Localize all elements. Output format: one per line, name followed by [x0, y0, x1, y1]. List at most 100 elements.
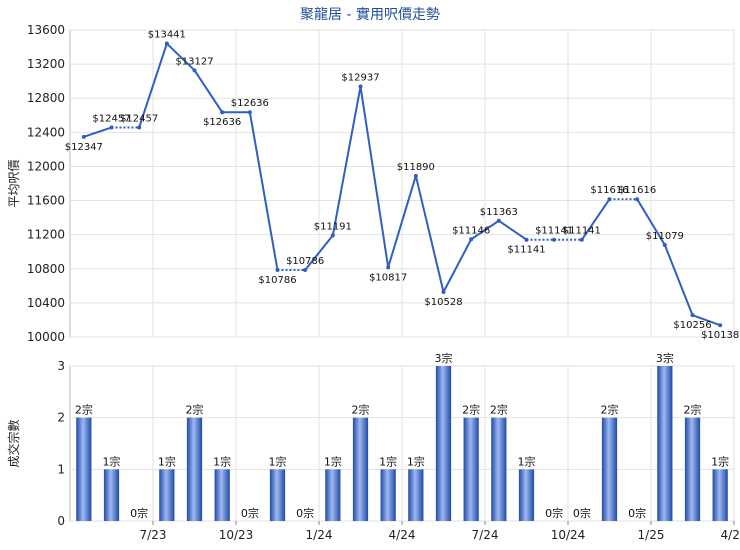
line-data-point: [718, 323, 723, 328]
line-y-tick-label: 12400: [27, 125, 65, 139]
bar: [601, 417, 618, 521]
line-data-label: $10256: [673, 320, 711, 331]
line-data-point: [413, 173, 418, 178]
bar: [408, 469, 424, 521]
line-y-tick-label: 12000: [27, 159, 65, 173]
line-data-point: [524, 237, 529, 242]
line-data-point: [164, 41, 169, 46]
line-data-label: $10786: [258, 275, 296, 286]
bar-value-label: 0宗: [628, 506, 646, 520]
line-data-label: $11141: [507, 245, 545, 256]
line-data-label: $10528: [424, 297, 462, 308]
bar: [352, 417, 369, 521]
chart-title: 聚龍居 - 實用呎價走勢: [300, 7, 440, 23]
bar-value-label: 1宗: [379, 454, 397, 468]
line-data-point: [81, 134, 86, 139]
line-segment: [663, 244, 694, 316]
line-data-label: $11141: [563, 226, 601, 237]
line-segment: [248, 112, 279, 271]
bar-x-tick-label: 7/24: [472, 528, 499, 542]
line-segment: [498, 219, 528, 241]
bar: [684, 417, 701, 521]
line-data-label: $12636: [231, 98, 269, 109]
line-data-point: [275, 267, 280, 272]
line-data-point: [662, 242, 667, 247]
bar: [103, 469, 120, 521]
line-y-tick-label: 11600: [27, 194, 65, 208]
line-data-label: $12457: [92, 113, 130, 124]
line-segment: [387, 175, 417, 268]
line-data-point: [441, 289, 446, 294]
bar-x-tick-label: 10/23: [219, 528, 254, 542]
bar-x-tick-label: 7/23: [140, 528, 167, 542]
line-data-label: $13441: [148, 30, 186, 41]
line-segment: [304, 234, 334, 271]
bar-value-label: 0宗: [241, 506, 259, 520]
line-data-label: $11616: [618, 185, 656, 196]
line-data-point: [690, 313, 695, 318]
bar: [657, 366, 673, 521]
line-y-tick-label: 13600: [27, 23, 65, 37]
line-data-point: [192, 68, 197, 73]
line-data-point: [469, 237, 474, 242]
line-data-point: [247, 110, 252, 115]
bar-value-label: 1宗: [269, 454, 287, 468]
bar-y-tick-label: 3: [57, 359, 65, 373]
bar-value-label: 2宗: [462, 403, 480, 417]
bar-value-label: 1宗: [213, 454, 231, 468]
bar-value-label: 2宗: [684, 403, 702, 417]
line-y-tick-label: 10000: [27, 330, 65, 344]
bar-value-label: 1宗: [407, 454, 425, 468]
bar-value-label: 2宗: [601, 403, 619, 417]
bar-value-label: 1宗: [324, 454, 342, 468]
line-y-axis-title: 平均呎價: [7, 159, 21, 207]
bar: [518, 469, 535, 521]
line-y-tick-label: 10800: [27, 262, 65, 276]
line-segment: [83, 126, 112, 138]
bar-value-label: 0宗: [130, 506, 148, 520]
bar: [712, 469, 728, 521]
line-data-label: $13127: [175, 56, 213, 67]
line-y-tick-label: 12800: [27, 91, 65, 105]
bar: [76, 417, 92, 521]
line-segment: [581, 198, 611, 241]
bar-y-tick-label: 2: [57, 411, 65, 425]
line-data-label: $12457: [120, 113, 158, 124]
bar-value-label: 2宗: [186, 403, 204, 417]
line-data-label: $12937: [341, 73, 379, 84]
line-data-point: [303, 267, 308, 272]
bar-value-label: 3宗: [656, 351, 674, 365]
line-data-label: $11191: [314, 221, 352, 232]
line-segment: [359, 86, 390, 268]
line-data-point: [607, 197, 612, 202]
line-chart-panel: 10000 10400 10800 11200 11600 12000 12400 12800…: [7, 23, 739, 344]
bar-y-axis-title: 成交宗數: [6, 419, 21, 467]
bar: [269, 469, 286, 521]
bar-y-tick-label: 0: [57, 514, 65, 528]
line-segment: [692, 314, 721, 327]
bar-value-label: 2宗: [75, 403, 93, 417]
line-data-label: $12636: [203, 117, 241, 128]
bar: [463, 417, 479, 521]
bar: [159, 469, 175, 521]
bar-value-label: 3宗: [435, 351, 453, 365]
bar: [380, 469, 396, 521]
bar-value-label: 2宗: [490, 403, 508, 417]
line-data-label: $12347: [65, 142, 103, 153]
line-y-tick-label: 11200: [27, 228, 65, 242]
line-data-label: $10817: [369, 272, 407, 283]
bar-x-tick-label: 1/25: [638, 528, 665, 542]
line-data-point: [496, 218, 501, 223]
line-data-label: $11363: [480, 207, 518, 218]
bar-value-label: 1宗: [158, 454, 176, 468]
line-data-point: [358, 84, 363, 89]
line-y-tick-label: 10400: [27, 296, 65, 310]
bar: [214, 469, 230, 521]
bar-value-label: 0宗: [573, 506, 591, 520]
line-data-point: [635, 197, 640, 202]
bar-value-label: 1宗: [518, 454, 536, 468]
line-data-label: $11146: [452, 225, 490, 236]
line-data-point: [220, 110, 225, 115]
